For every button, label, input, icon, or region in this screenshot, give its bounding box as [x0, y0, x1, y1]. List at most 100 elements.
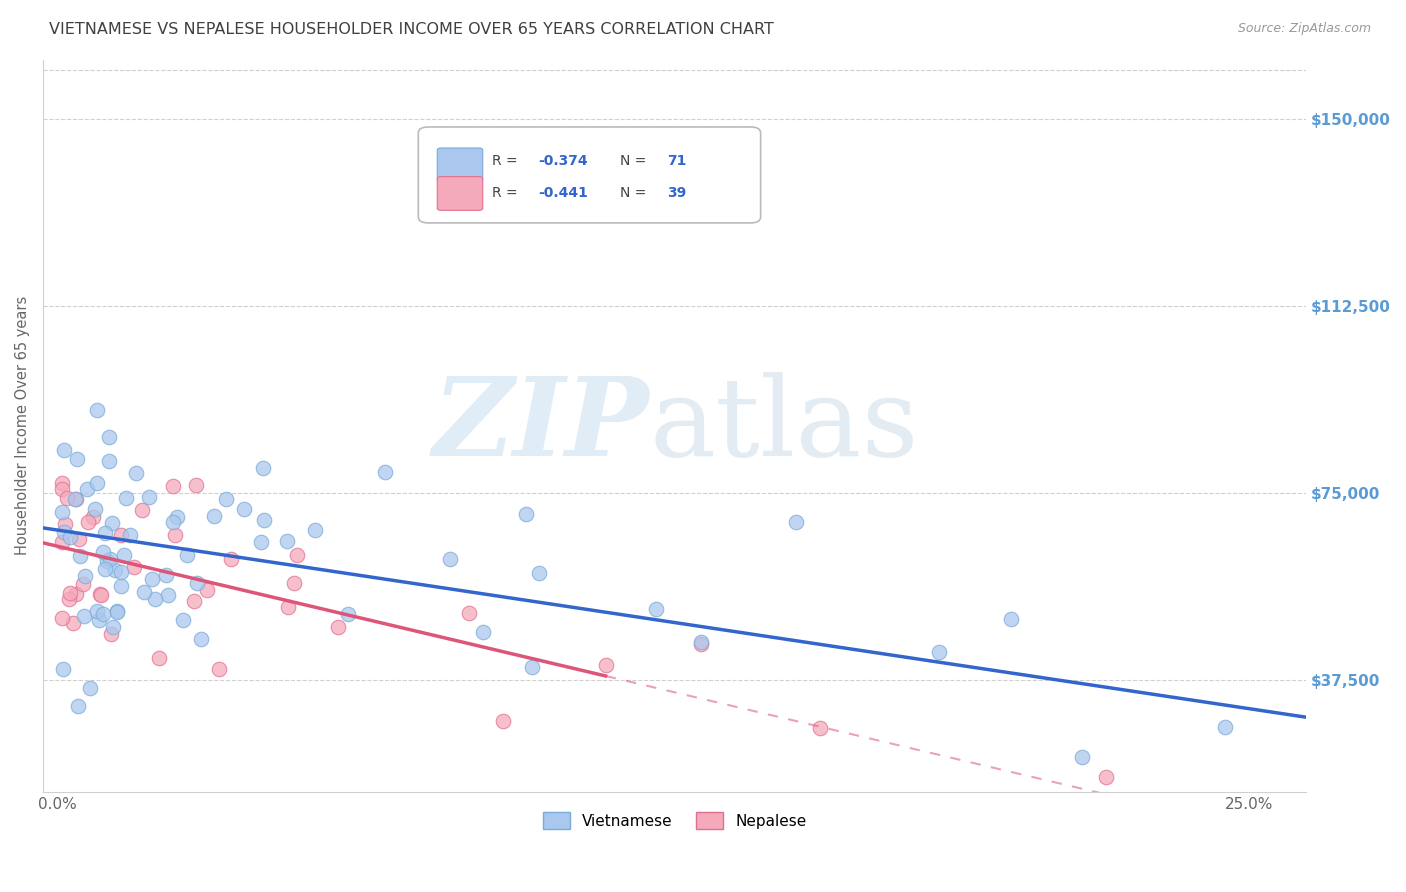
Point [690, 636, 713, 650]
Point [277, 600, 299, 615]
Point [172, 613, 194, 627]
Point [87, 613, 110, 627]
Point [374, 465, 396, 479]
Point [52, 524, 75, 539]
Point [122, 559, 145, 574]
Point [86, 403, 108, 417]
Point [162, 479, 184, 493]
Point [73, 609, 96, 624]
Point [595, 658, 617, 673]
Point [53, 442, 76, 457]
Point [83, 502, 105, 516]
Point [52, 662, 75, 676]
Point [1095, 770, 1118, 784]
Point [51, 505, 73, 519]
Point [59, 531, 82, 545]
Point [65, 491, 87, 506]
Point [66, 452, 89, 467]
Point [98, 430, 121, 444]
Point [522, 660, 544, 674]
Point [51, 482, 73, 496]
Point [233, 501, 256, 516]
Text: -0.441: -0.441 [538, 186, 588, 201]
Point [112, 548, 135, 562]
Point [110, 566, 132, 580]
Point [93, 526, 115, 541]
Point [457, 606, 479, 620]
FancyBboxPatch shape [437, 177, 482, 211]
Point [125, 466, 148, 480]
Point [148, 650, 170, 665]
Point [120, 528, 142, 542]
Text: atlas: atlas [650, 372, 920, 479]
Point [252, 460, 274, 475]
Point [249, 535, 271, 549]
Point [93, 545, 115, 559]
Point [1071, 750, 1094, 764]
Point [132, 585, 155, 599]
FancyBboxPatch shape [419, 127, 761, 223]
Point [100, 516, 122, 531]
Point [1213, 720, 1236, 734]
Point [808, 722, 831, 736]
Point [165, 527, 187, 541]
Point [59, 586, 82, 600]
Y-axis label: Householder Income Over 65 years: Householder Income Over 65 years [15, 296, 30, 556]
Point [785, 515, 807, 529]
Point [336, 607, 359, 621]
Text: N =: N = [620, 186, 647, 201]
Point [89, 587, 111, 601]
Text: VIETNAMESE VS NEPALESE HOUSEHOLDER INCOME OVER 65 YEARS CORRELATION CHART: VIETNAMESE VS NEPALESE HOUSEHOLDER INCOM… [49, 22, 775, 37]
Point [104, 563, 127, 577]
Point [155, 568, 177, 582]
Point [326, 620, 349, 634]
Point [186, 576, 208, 591]
Point [101, 620, 124, 634]
Point [527, 566, 550, 581]
Text: Source: ZipAtlas.com: Source: ZipAtlas.com [1237, 22, 1371, 36]
Text: 39: 39 [668, 186, 686, 201]
Point [202, 509, 225, 524]
Point [492, 714, 515, 728]
Point [143, 592, 166, 607]
Point [86, 603, 108, 617]
Point [69, 549, 91, 563]
FancyBboxPatch shape [437, 148, 482, 182]
Point [283, 575, 305, 590]
Point [690, 634, 713, 648]
Text: 71: 71 [668, 153, 686, 168]
Point [195, 582, 218, 597]
Point [110, 579, 132, 593]
Text: ZIP: ZIP [433, 372, 650, 480]
Point [156, 588, 179, 602]
Point [105, 605, 128, 619]
Legend: Vietnamese, Nepalese: Vietnamese, Nepalese [537, 805, 813, 836]
Point [72, 577, 94, 591]
Point [138, 491, 160, 505]
Point [53, 517, 76, 532]
Point [276, 534, 298, 549]
Text: R =: R = [492, 186, 517, 201]
Point [285, 548, 308, 562]
Point [114, 491, 136, 505]
Point [96, 554, 118, 568]
Text: R =: R = [492, 153, 517, 168]
Point [98, 454, 121, 468]
Point [65, 587, 87, 601]
Point [176, 548, 198, 562]
Point [928, 645, 950, 659]
Point [98, 552, 121, 566]
Point [86, 475, 108, 490]
Point [51, 611, 73, 625]
Point [90, 588, 112, 602]
Point [75, 568, 97, 582]
Point [100, 627, 122, 641]
Point [56, 491, 79, 505]
Point [1000, 612, 1022, 626]
Point [515, 508, 537, 522]
Point [67, 698, 90, 713]
Point [67, 532, 90, 546]
Point [77, 515, 100, 529]
Point [253, 513, 276, 527]
Point [221, 551, 243, 566]
